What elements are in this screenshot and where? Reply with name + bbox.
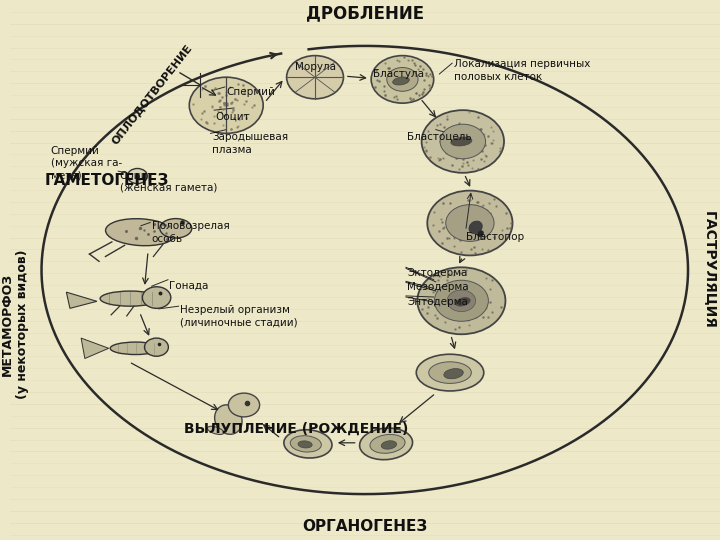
Text: Ооцит: Ооцит bbox=[215, 112, 250, 122]
Ellipse shape bbox=[456, 298, 470, 306]
Ellipse shape bbox=[382, 441, 397, 449]
Ellipse shape bbox=[284, 430, 332, 458]
Ellipse shape bbox=[451, 137, 472, 146]
Circle shape bbox=[418, 267, 505, 334]
Text: Гонада: Гонада bbox=[169, 281, 209, 291]
Text: Бластопор: Бластопор bbox=[467, 232, 524, 242]
Text: Половозрелая
особь: Половозрелая особь bbox=[152, 221, 230, 244]
Text: ВЫЛУПЛЕНИЕ (РОЖДЕНИЕ): ВЫЛУПЛЕНИЕ (РОЖДЕНИЕ) bbox=[184, 422, 408, 436]
Text: ОПЛОДОТВОРЕНИЕ: ОПЛОДОТВОРЕНИЕ bbox=[109, 43, 194, 146]
Text: Бластоцель: Бластоцель bbox=[408, 131, 472, 141]
Circle shape bbox=[189, 77, 264, 133]
Circle shape bbox=[422, 110, 504, 173]
Text: Зародышевая
плазма: Зародышевая плазма bbox=[212, 132, 288, 154]
Ellipse shape bbox=[444, 369, 464, 379]
Polygon shape bbox=[66, 292, 97, 308]
Circle shape bbox=[145, 338, 168, 356]
Text: МЕТАМОРФОЗ
(у некоторых видов): МЕТАМОРФОЗ (у некоторых видов) bbox=[1, 249, 30, 399]
Text: ГАСТРУЛЯЦИЯ: ГАСТРУЛЯЦИЯ bbox=[702, 211, 716, 329]
Text: ГАМЕТОГЕНЕЗ: ГАМЕТОГЕНЕЗ bbox=[45, 173, 169, 188]
Ellipse shape bbox=[477, 231, 484, 237]
Circle shape bbox=[287, 56, 343, 99]
Circle shape bbox=[434, 280, 488, 321]
Circle shape bbox=[427, 191, 513, 255]
Text: Энтодерма: Энтодерма bbox=[408, 297, 468, 307]
Text: Ооцит
(женская гамета): Ооцит (женская гамета) bbox=[120, 170, 217, 192]
Ellipse shape bbox=[298, 441, 312, 448]
Text: Мезодерма: Мезодерма bbox=[408, 282, 469, 293]
Text: Эктодерма: Эктодерма bbox=[408, 268, 468, 279]
Ellipse shape bbox=[370, 435, 405, 453]
Circle shape bbox=[228, 393, 260, 417]
Ellipse shape bbox=[100, 291, 161, 306]
Text: Спермий: Спермий bbox=[226, 87, 275, 98]
Ellipse shape bbox=[215, 405, 242, 434]
Text: Бластула: Бластула bbox=[374, 69, 424, 79]
Ellipse shape bbox=[290, 436, 321, 452]
Polygon shape bbox=[81, 338, 109, 359]
Ellipse shape bbox=[359, 428, 413, 460]
Circle shape bbox=[372, 56, 433, 103]
Ellipse shape bbox=[416, 354, 484, 391]
Text: Морула: Морула bbox=[294, 62, 336, 72]
Circle shape bbox=[143, 287, 171, 308]
Text: Незрелый организм
(личиночные стадии): Незрелый организм (личиночные стадии) bbox=[180, 305, 297, 327]
Ellipse shape bbox=[106, 219, 176, 246]
Circle shape bbox=[127, 168, 148, 184]
Text: Спермий
(мужская га-
мета): Спермий (мужская га- мета) bbox=[50, 146, 122, 180]
Ellipse shape bbox=[428, 362, 472, 383]
Text: ОРГАНОГЕНЕЗ: ОРГАНОГЕНЕЗ bbox=[302, 519, 428, 534]
Circle shape bbox=[446, 205, 494, 241]
Ellipse shape bbox=[392, 77, 410, 85]
Ellipse shape bbox=[207, 426, 224, 435]
Circle shape bbox=[387, 68, 418, 91]
Ellipse shape bbox=[110, 342, 161, 355]
Text: Локализация первичных
половых клеток: Локализация первичных половых клеток bbox=[454, 59, 590, 82]
Ellipse shape bbox=[160, 219, 192, 238]
Circle shape bbox=[447, 290, 476, 312]
Ellipse shape bbox=[469, 221, 482, 234]
Circle shape bbox=[440, 124, 485, 159]
Text: ДРОБЛЕНИЕ: ДРОБЛЕНИЕ bbox=[306, 4, 424, 23]
